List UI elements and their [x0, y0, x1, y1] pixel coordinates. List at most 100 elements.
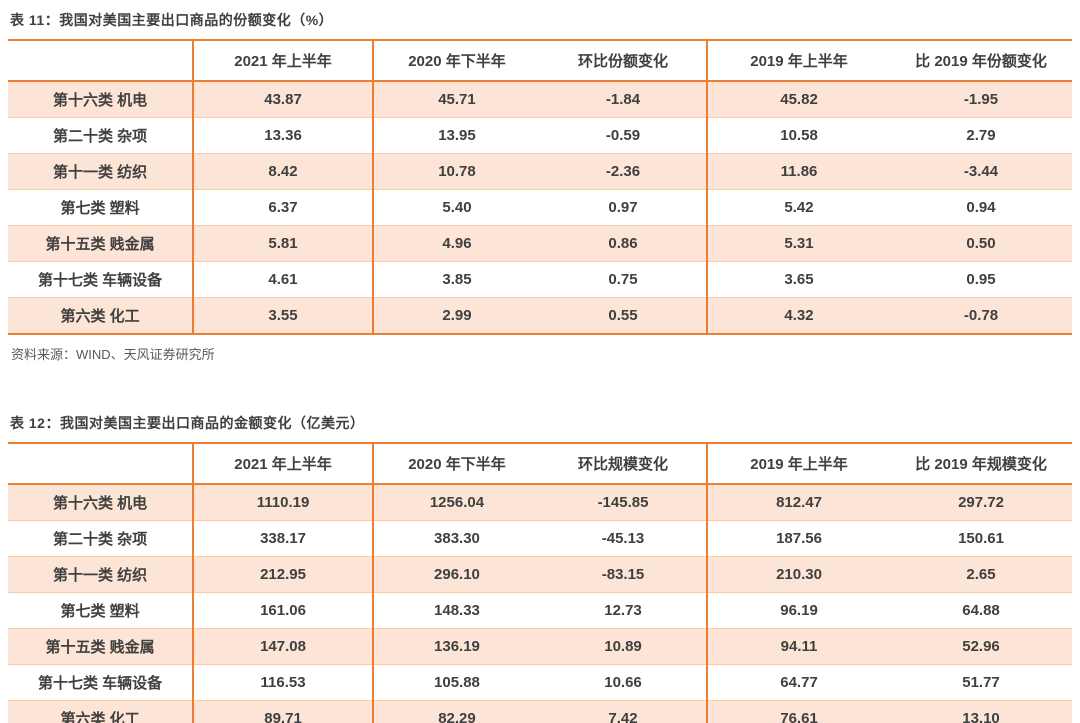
cell-value: 296.10: [372, 556, 540, 593]
source-note: 资料来源：WIND、天风证券研究所: [11, 347, 215, 362]
cell-value: 13.10: [890, 700, 1072, 723]
table-row: 第十七类 车辆设备 4.61 3.85 0.75 3.65 0.95: [8, 261, 1072, 298]
cell-value: 3.85: [372, 261, 540, 298]
table-row: 第六类 化工 89.71 82.29 7.42 76.61 13.10: [8, 700, 1072, 723]
table-row: 第十六类 机电 43.87 45.71 -1.84 45.82 -1.95: [8, 81, 1072, 118]
cell-value: 7.42: [539, 700, 709, 723]
cell-value: 89.71: [193, 700, 374, 723]
cell-value: 0.97: [539, 189, 709, 226]
table-row: 第十一类 纺织 8.42 10.78 -2.36 11.86 -3.44: [8, 153, 1072, 190]
cell-value: 0.75: [539, 261, 709, 298]
cell-value: 10.78: [372, 153, 540, 190]
table-title: 表 11：我国对美国主要出口商品的份额变化（%）: [10, 12, 334, 28]
cell-value: 51.77: [890, 664, 1072, 701]
cell-value: -83.15: [539, 556, 709, 593]
table-block-share-change: 表 11：我国对美国主要出口商品的份额变化（%） 2021 年上半年 2020 年…: [8, 10, 1072, 363]
cell-value: 5.31: [707, 225, 891, 262]
cell-value: 161.06: [193, 592, 374, 629]
cell-value: 6.37: [193, 189, 374, 226]
cell-value: 116.53: [193, 664, 374, 701]
cell-value: 4.61: [193, 261, 374, 298]
cell-value: 4.96: [372, 225, 540, 262]
column-header: 2019 年上半年: [707, 443, 891, 485]
cell-value: 338.17: [193, 520, 374, 557]
cell-value: 0.95: [890, 261, 1072, 298]
column-header: 环比规模变化: [539, 443, 709, 485]
cell-value: 150.61: [890, 520, 1072, 557]
cell-value: 10.89: [539, 628, 709, 665]
cell-value: 52.96: [890, 628, 1072, 665]
row-label: 第十六类 机电: [8, 484, 195, 521]
table-row: 第七类 塑料 161.06 148.33 12.73 96.19 64.88: [8, 592, 1072, 629]
cell-value: 8.42: [193, 153, 374, 190]
cell-value: 105.88: [372, 664, 540, 701]
cell-value: 210.30: [707, 556, 891, 593]
cell-value: 212.95: [193, 556, 374, 593]
cell-value: 136.19: [372, 628, 540, 665]
row-label: 第十一类 纺织: [8, 153, 195, 190]
cell-value: 13.36: [193, 117, 374, 154]
row-label: 第十五类 贱金属: [8, 225, 195, 262]
row-label: 第七类 塑料: [8, 189, 195, 226]
cell-value: 0.50: [890, 225, 1072, 262]
row-label: 第十一类 纺织: [8, 556, 195, 593]
cell-value: 76.61: [707, 700, 891, 723]
column-header: [8, 40, 195, 82]
cell-value: 812.47: [707, 484, 891, 521]
table-row: 第十一类 纺织 212.95 296.10 -83.15 210.30 2.65: [8, 556, 1072, 593]
cell-value: 10.66: [539, 664, 709, 701]
cell-value: 2.79: [890, 117, 1072, 154]
row-label: 第二十类 杂项: [8, 520, 195, 557]
header-row: 2021 年上半年 2020 年下半年 环比规模变化 2019 年上半年比 2019 …: [8, 443, 1072, 485]
cell-value: 82.29: [372, 700, 540, 723]
cell-value: 0.94: [890, 189, 1072, 226]
column-header: 比 2019 年份额变化: [890, 40, 1072, 82]
table-row: 第十七类 车辆设备 116.53 105.88 10.66 64.77 51.77: [8, 664, 1072, 701]
cell-value: 4.32: [707, 297, 891, 334]
cell-value: 3.65: [707, 261, 891, 298]
cell-value: 5.42: [707, 189, 891, 226]
cell-value: 96.19: [707, 592, 891, 629]
cell-value: 2.65: [890, 556, 1072, 593]
cell-value: 45.82: [707, 81, 891, 118]
cell-value: -0.78: [890, 297, 1072, 334]
cell-value: 11.86: [707, 153, 891, 190]
cell-value: 148.33: [372, 592, 540, 629]
table-row: 第十六类 机电 1110.19 1256.04 -145.85 812.47 297.72: [8, 484, 1072, 521]
cell-value: 1110.19: [193, 484, 374, 521]
cell-value: 1256.04: [372, 484, 540, 521]
cell-value: -1.95: [890, 81, 1072, 118]
cell-value: 2.99: [372, 297, 540, 334]
cell-value: 64.77: [707, 664, 891, 701]
row-label: 第十七类 车辆设备: [8, 664, 195, 701]
cell-value: -145.85: [539, 484, 709, 521]
cell-value: 13.95: [372, 117, 540, 154]
column-header: 2019 年上半年: [707, 40, 891, 82]
row-label: 第十七类 车辆设备: [8, 261, 195, 298]
row-label: 第二十类 杂项: [8, 117, 195, 154]
cell-value: 43.87: [193, 81, 374, 118]
cell-value: -2.36: [539, 153, 709, 190]
table-row: 第二十类 杂项 338.17 383.30 -45.13 187.56 150.61: [8, 520, 1072, 557]
column-header: 比 2019 年规模变化: [890, 443, 1072, 485]
row-label: 第七类 塑料: [8, 592, 195, 629]
cell-value: 0.55: [539, 297, 709, 334]
column-header: 2021 年上半年: [193, 40, 374, 82]
column-header: [8, 443, 195, 485]
row-label: 第十六类 机电: [8, 81, 195, 118]
cell-value: -45.13: [539, 520, 709, 557]
header-row: 2021 年上半年 2020 年下半年 环比份额变化 2019 年上半年比 2019 …: [8, 40, 1072, 82]
column-header: 2021 年上半年: [193, 443, 374, 485]
share-change-table: 2021 年上半年 2020 年下半年 环比份额变化 2019 年上半年比 2019 …: [8, 39, 1072, 335]
cell-value: 5.81: [193, 225, 374, 262]
cell-value: 5.40: [372, 189, 540, 226]
column-header: 2020 年下半年: [372, 443, 540, 485]
table-row: 第二十类 杂项 13.36 13.95 -0.59 10.58 2.79: [8, 117, 1072, 154]
cell-value: 147.08: [193, 628, 374, 665]
cell-value: 94.11: [707, 628, 891, 665]
cell-value: -0.59: [539, 117, 709, 154]
amount-change-table: 2021 年上半年 2020 年下半年 环比规模变化 2019 年上半年比 2019 …: [8, 442, 1072, 723]
cell-value: -3.44: [890, 153, 1072, 190]
table-row: 第十五类 贱金属 5.81 4.96 0.86 5.31 0.50: [8, 225, 1072, 262]
